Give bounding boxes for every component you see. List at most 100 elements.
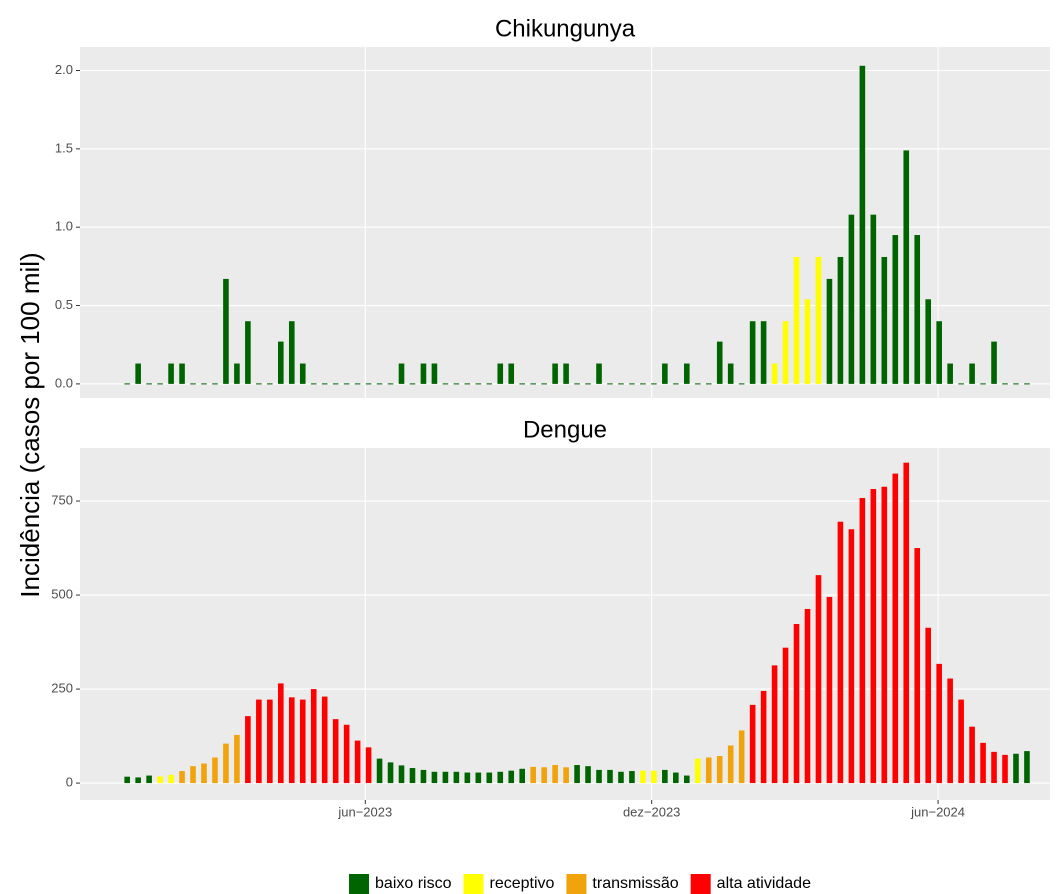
- bar: [618, 771, 624, 784]
- bar: [705, 383, 712, 385]
- bar: [310, 689, 317, 784]
- legend-label: transmissão: [592, 875, 678, 892]
- bar: [431, 771, 438, 784]
- bar: [442, 771, 449, 784]
- bar: [146, 775, 152, 784]
- bar: [190, 383, 196, 385]
- bar: [870, 214, 877, 384]
- bar: [574, 383, 580, 385]
- bar: [969, 363, 975, 384]
- y-tick-label: 250: [51, 680, 73, 695]
- bar: [760, 690, 767, 784]
- bar: [848, 529, 855, 784]
- bar: [585, 383, 591, 385]
- bar: [201, 383, 207, 385]
- bar: [738, 730, 745, 784]
- bar: [629, 383, 635, 385]
- bar: [969, 726, 975, 784]
- bar: [870, 488, 877, 784]
- bar: [409, 768, 416, 784]
- bar: [585, 766, 591, 784]
- bar: [508, 363, 515, 384]
- bar: [848, 214, 855, 384]
- bar: [354, 740, 361, 784]
- y-tick-label: 750: [51, 492, 73, 507]
- bar: [892, 235, 899, 384]
- bar: [936, 663, 942, 784]
- bar: [387, 383, 394, 385]
- bar: [903, 462, 910, 784]
- y-tick-label: 2.0: [55, 62, 73, 77]
- bar: [804, 608, 811, 784]
- bar: [201, 763, 207, 784]
- bar: [475, 772, 482, 784]
- bar: [640, 383, 646, 385]
- bar: [925, 299, 932, 384]
- bar: [958, 699, 964, 784]
- y-tick-label: 0: [66, 775, 73, 790]
- x-tick-label: jun−2023: [337, 804, 392, 819]
- bar: [694, 383, 701, 385]
- bar: [552, 363, 558, 384]
- bar: [541, 767, 547, 784]
- bar: [168, 363, 174, 384]
- bar: [607, 383, 613, 385]
- legend-swatch: [566, 874, 587, 894]
- bar: [629, 771, 635, 784]
- bar: [991, 341, 997, 384]
- bar: [673, 383, 679, 385]
- bar: [815, 575, 822, 784]
- legend-swatch: [463, 874, 484, 894]
- bar: [826, 278, 833, 384]
- bar: [453, 383, 460, 385]
- bar: [376, 758, 383, 784]
- bar: [519, 768, 526, 784]
- bar: [596, 769, 602, 784]
- bar: [530, 383, 536, 385]
- bar: [914, 235, 921, 384]
- plot-background: [80, 47, 1050, 398]
- bar: [267, 383, 273, 385]
- bar: [245, 321, 251, 384]
- legend-label: receptivo: [490, 875, 555, 892]
- bar: [179, 771, 185, 784]
- panel-title: Chikungunya: [495, 15, 636, 42]
- bar: [749, 321, 756, 384]
- bar: [914, 548, 921, 784]
- bar: [234, 363, 240, 384]
- bar: [705, 757, 712, 784]
- bar: [245, 716, 251, 784]
- bar: [190, 766, 196, 784]
- bar: [398, 363, 405, 384]
- bar: [683, 775, 690, 784]
- bar: [837, 521, 844, 784]
- bar: [881, 486, 888, 784]
- bar: [947, 678, 953, 784]
- bar: [321, 696, 328, 784]
- bar: [1013, 383, 1019, 385]
- bar: [749, 704, 756, 784]
- bar: [332, 719, 339, 784]
- bar: [881, 256, 888, 384]
- bar: [420, 363, 427, 384]
- bar: [574, 765, 580, 784]
- bar: [1024, 751, 1030, 784]
- bar: [332, 383, 339, 385]
- bar: [980, 383, 986, 385]
- bar: [760, 321, 767, 384]
- bar: [475, 383, 482, 385]
- bar: [552, 765, 558, 784]
- bar: [716, 341, 723, 384]
- legend-label: alta atividade: [717, 875, 811, 892]
- bar: [299, 363, 306, 384]
- bar: [212, 757, 218, 784]
- y-axis-label: Incidência (casos por 100 mil): [15, 252, 45, 597]
- bar: [607, 769, 613, 784]
- legend-swatch: [349, 874, 370, 894]
- bar: [157, 383, 163, 385]
- bar: [288, 321, 295, 384]
- bar: [321, 383, 328, 385]
- bar: [1002, 754, 1008, 784]
- panel-title: Dengue: [523, 416, 607, 443]
- bar: [1002, 383, 1008, 385]
